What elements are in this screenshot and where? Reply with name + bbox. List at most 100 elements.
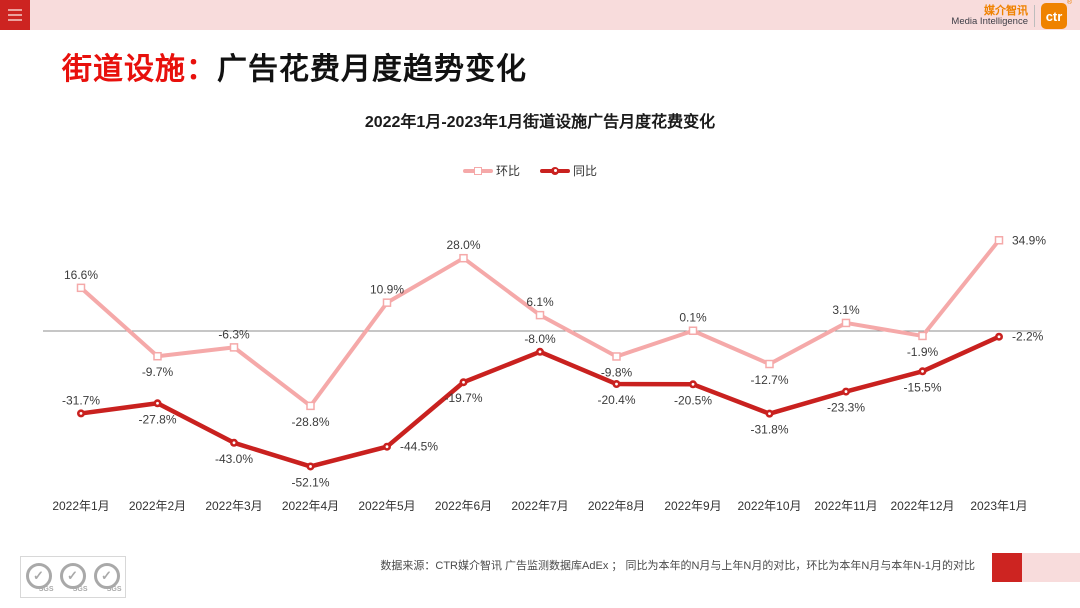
brand-name-en: Media Intelligence xyxy=(951,15,1028,27)
data-point-marker-core xyxy=(79,412,83,415)
hamburger-icon xyxy=(8,9,22,21)
data-label: 10.9% xyxy=(370,283,404,297)
data-label: -8.0% xyxy=(524,332,556,346)
data-point-marker xyxy=(459,253,468,263)
line-chart: 16.6% -9.7% -6.3% -28.8% 10.9% 28.0% 6.1% -9.8%… xyxy=(43,233,1046,513)
data-point-marker-core xyxy=(538,350,542,354)
brand-text: 媒介智讯 Media Intelligence xyxy=(951,5,1028,28)
data-point-marker xyxy=(382,298,392,307)
x-axis-label: 2022年2月 xyxy=(129,499,186,513)
data-label: -28.8% xyxy=(291,415,329,429)
data-point-marker xyxy=(918,331,927,341)
data-label: -23.3% xyxy=(827,401,865,415)
data-label: -6.3% xyxy=(218,327,250,341)
x-axis-label: 2022年11月 xyxy=(814,499,877,513)
data-point-marker-core xyxy=(385,445,389,449)
x-axis-label: 2022年6月 xyxy=(435,499,492,513)
sgs-check-icon: ✓ xyxy=(59,563,86,589)
data-point-marker-core xyxy=(232,441,236,445)
legend-label-mom: 环比 xyxy=(495,164,520,178)
x-axis-label: 2022年12月 xyxy=(890,499,954,513)
sgs-check-icon: ✓ xyxy=(25,563,52,589)
data-point-marker xyxy=(229,343,239,352)
data-point-marker-core xyxy=(309,465,312,468)
ctr-logo: ctr ® xyxy=(1041,0,1072,29)
mom-line-swatch-icon xyxy=(462,166,493,175)
top-bar xyxy=(0,0,1080,30)
registered-mark: ® xyxy=(1066,0,1072,6)
data-label: -31.8% xyxy=(750,423,788,437)
legend-item-yoy[interactable]: 同比 xyxy=(540,162,597,179)
corner-red-square xyxy=(992,553,1022,582)
x-axis-label: 2022年9月 xyxy=(664,499,721,513)
data-label: -19.7% xyxy=(444,391,482,405)
data-point-marker xyxy=(535,310,545,320)
data-label: 16.6% xyxy=(64,268,98,282)
corner-pink-rect xyxy=(1022,553,1080,582)
data-point-marker-core xyxy=(615,382,618,386)
data-label: -12.7% xyxy=(750,373,788,387)
data-point-marker xyxy=(612,352,621,361)
data-label: -52.1% xyxy=(291,475,329,489)
data-label: -1.9% xyxy=(907,345,939,359)
yoy-line-swatch-icon xyxy=(540,166,570,175)
data-point-marker-core xyxy=(921,369,924,373)
page-title-main: 广告花费月度趋势变化 xyxy=(217,53,527,86)
sgs-check-icon: ✓ xyxy=(93,563,120,589)
legend-label-yoy: 同比 xyxy=(573,164,598,178)
data-label: -15.5% xyxy=(903,380,941,394)
chart-title: 2022年1月-2023年1月街道设施广告月度花费变化 xyxy=(364,114,716,131)
x-axis-label: 2022年5月 xyxy=(358,499,415,513)
data-label: 34.9% xyxy=(1012,233,1046,247)
data-label: 0.1% xyxy=(679,311,707,325)
page-title-highlight: 街道设施： xyxy=(62,53,217,86)
data-point-marker xyxy=(841,318,851,328)
sgs-certification-logos: ✓ SGS ✓ SGS ✓ SGS xyxy=(20,556,126,598)
series-line-mom xyxy=(79,238,1001,408)
x-axis-label: 2022年10月 xyxy=(737,499,801,513)
data-point-marker xyxy=(306,401,315,411)
x-axis-label: 2022年4月 xyxy=(282,499,339,513)
data-point-marker-core xyxy=(997,335,1001,339)
data-label: 6.1% xyxy=(526,295,554,309)
chart-legend: 环比 同比 xyxy=(0,162,1060,179)
data-point-marker-core xyxy=(768,412,771,416)
x-axis-label: 2022年7月 xyxy=(511,499,568,513)
page-title: 街道设施：广告花费月度趋势变化 xyxy=(62,44,527,88)
ctr-logo-box: ctr xyxy=(1041,3,1067,29)
data-label: -9.8% xyxy=(601,365,633,379)
data-point-marker xyxy=(153,351,162,361)
data-point-marker-core xyxy=(691,382,695,386)
sgs-logo: ✓ SGS xyxy=(93,561,122,593)
data-label: -9.7% xyxy=(142,365,174,379)
data-point-marker xyxy=(76,283,86,293)
data-label: -44.5% xyxy=(400,440,438,454)
data-label: -27.8% xyxy=(138,412,176,426)
data-label: -2.2% xyxy=(1012,330,1044,344)
data-point-marker-core xyxy=(462,380,465,384)
data-point-marker xyxy=(688,326,698,335)
legend-item-mom[interactable]: 环比 xyxy=(462,162,520,179)
data-point-marker-core xyxy=(844,390,848,393)
data-label: -20.5% xyxy=(674,393,712,407)
x-axis-label: 2022年1月 xyxy=(52,499,109,513)
brand-logo: 媒介智讯 Media Intelligence ctr ® xyxy=(951,0,1072,29)
sgs-logo: ✓ SGS xyxy=(59,561,88,593)
data-point-marker xyxy=(765,359,774,369)
x-axis-label: 2022年3月 xyxy=(205,499,262,513)
data-label: 3.1% xyxy=(832,303,860,317)
data-label: -43.0% xyxy=(215,452,253,466)
data-source-note: 数据来源：CTR媒介智讯 广告监测数据库AdEx ； 同比为本年的N月与上年N月… xyxy=(380,560,975,572)
menu-button[interactable] xyxy=(0,0,30,30)
data-label: -31.7% xyxy=(62,393,100,407)
brand-divider xyxy=(1034,5,1035,27)
sgs-logo: ✓ SGS xyxy=(25,561,54,593)
data-point-marker-core xyxy=(156,401,159,405)
data-point-marker xyxy=(994,236,1004,245)
x-axis-label: 2023年1月 xyxy=(970,499,1027,513)
brand-name-cn: 媒介智讯 xyxy=(984,4,1028,17)
x-axis-label: 2022年8月 xyxy=(588,499,645,513)
data-label: 28.0% xyxy=(446,238,480,252)
data-label: -20.4% xyxy=(597,393,635,407)
